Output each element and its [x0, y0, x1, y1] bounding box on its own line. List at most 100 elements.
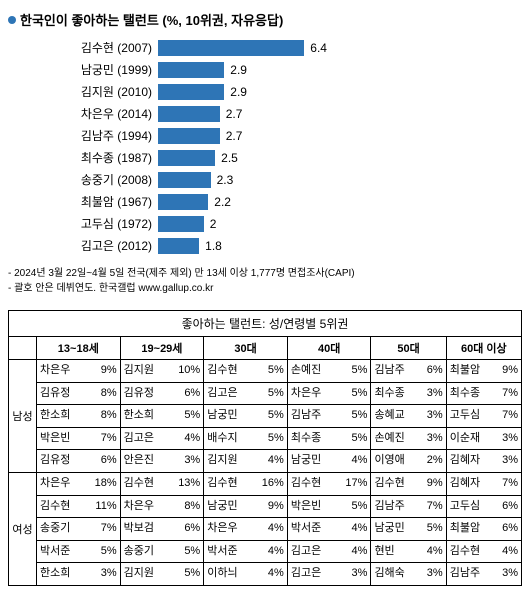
rank-name: 김고은: [291, 565, 321, 583]
rank-name: 김수현: [40, 498, 70, 516]
chart-bar: [158, 172, 211, 188]
rank-pct: 9%: [500, 362, 518, 380]
rank-cell: 박은빈7%: [37, 427, 121, 450]
rank-pct: 9%: [266, 498, 284, 516]
rank-pct: 5%: [266, 407, 284, 425]
rank-cell: 김수현 9%: [371, 472, 446, 495]
rank-pct: 6%: [99, 452, 117, 470]
rank-pct: 5%: [350, 498, 368, 516]
rank-pct: 5%: [425, 520, 443, 538]
rank-pct: 2%: [425, 452, 443, 470]
chart-value: 2.7: [226, 107, 243, 121]
rank-cell: 김고은5%: [204, 382, 288, 405]
rank-name: 김수현: [374, 475, 404, 493]
rank-pct: 5%: [182, 543, 200, 561]
rank-name: 차은우: [124, 498, 154, 516]
rank-pct: 6%: [500, 498, 518, 516]
rank-name: 김혜자: [450, 452, 480, 470]
rank-cell: 최불암 9%: [446, 360, 521, 383]
chart-title-text: 한국인이 좋아하는 탤런트 (%, 10위권, 자유응답): [20, 10, 283, 29]
rank-cell: 손예진5%: [287, 360, 371, 383]
rank-name: 박은빈: [291, 498, 321, 516]
rank-cell: 차은우5%: [287, 382, 371, 405]
chart-row: 차은우 (2014)2.7: [8, 103, 522, 124]
table-title: 좋아하는 탤런트: 성/연령별 5위권: [9, 311, 522, 337]
rank-name: 차은우: [40, 362, 70, 380]
chart-label: 김고은 (2012): [8, 237, 158, 254]
rank-pct: 6%: [425, 362, 443, 380]
rank-cell: 박서준4%: [287, 518, 371, 541]
rank-pct: 10%: [176, 362, 200, 380]
rank-name: 이하늬: [207, 565, 237, 583]
rank-cell: 김수현17%: [287, 472, 371, 495]
chart-label: 고두심 (1972): [8, 215, 158, 232]
age-header: 13~18세: [37, 337, 121, 360]
rank-name: 손예진: [374, 430, 404, 448]
rank-pct: 7%: [425, 498, 443, 516]
rank-cell: 배수지 5%: [204, 427, 288, 450]
rank-pct: 3%: [500, 452, 518, 470]
rank-cell: 김수현 11%: [37, 495, 121, 518]
rank-name: 김지원: [124, 362, 154, 380]
rank-pct: 7%: [500, 407, 518, 425]
rank-name: 최수종: [450, 385, 480, 403]
rank-pct: 4%: [266, 543, 284, 561]
age-header: 50대: [371, 337, 446, 360]
rank-cell: 김유정 6%: [37, 450, 121, 473]
rank-cell: 남궁민9%: [204, 495, 288, 518]
rank-pct: 5%: [350, 385, 368, 403]
rank-pct: 16%: [260, 475, 284, 493]
rank-pct: 4%: [266, 520, 284, 538]
chart-value: 2.7: [226, 129, 243, 143]
rank-pct: 5%: [350, 407, 368, 425]
rank-pct: 7%: [99, 430, 117, 448]
rank-pct: 5%: [266, 430, 284, 448]
chart-bar: [158, 128, 220, 144]
rank-name: 최불암: [450, 362, 480, 380]
chart-value: 1.8: [205, 239, 222, 253]
chart-value: 2.3: [217, 173, 234, 187]
rank-name: 한소희: [40, 565, 70, 583]
chart-label: 김지원 (2010): [8, 83, 158, 100]
rank-cell: 송중기7%: [37, 518, 121, 541]
age-header: 19~29세: [120, 337, 204, 360]
rank-name: 김유정: [40, 385, 70, 403]
rank-pct: 4%: [350, 520, 368, 538]
rank-cell: 김유정6%: [120, 382, 204, 405]
chart-row: 최수종 (1987)2.5: [8, 147, 522, 168]
chart-label: 남궁민 (1999): [8, 61, 158, 78]
chart-value: 6.4: [310, 41, 327, 55]
rank-name: 김남주: [450, 565, 480, 583]
rank-pct: 5%: [182, 407, 200, 425]
rank-name: 최불암: [450, 520, 480, 538]
rank-pct: 8%: [182, 498, 200, 516]
rank-pct: 4%: [425, 543, 443, 561]
rank-cell: 김수현16%: [204, 472, 288, 495]
chart-row: 송중기 (2008)2.3: [8, 169, 522, 190]
chart-label: 김수현 (2007): [8, 39, 158, 56]
chart-bar: [158, 62, 224, 78]
chart-title: 한국인이 좋아하는 탤런트 (%, 10위권, 자유응답): [8, 10, 522, 29]
rank-pct: 4%: [266, 565, 284, 583]
rank-pct: 8%: [99, 407, 117, 425]
rank-pct: 9%: [425, 475, 443, 493]
rank-name: 박서준: [207, 543, 237, 561]
rank-cell: 현빈4%: [371, 540, 446, 563]
rank-pct: 11%: [93, 498, 116, 516]
rank-name: 송중기: [124, 543, 154, 561]
rank-pct: 3%: [425, 385, 443, 403]
rank-cell: 김수현4%: [446, 540, 521, 563]
rank-cell: 김혜자 3%: [446, 450, 521, 473]
rank-pct: 5%: [266, 385, 284, 403]
chart-label: 최수종 (1987): [8, 149, 158, 166]
rank-name: 김유정: [40, 452, 70, 470]
rank-pct: 6%: [500, 520, 518, 538]
chart-label: 최불암 (1967): [8, 193, 158, 210]
rank-cell: 이하늬 4%: [204, 563, 288, 586]
rank-name: 배수지: [207, 430, 237, 448]
rank-pct: 5%: [182, 565, 200, 583]
rank-cell: 김혜자7%: [446, 472, 521, 495]
rank-name: 고두심: [450, 498, 480, 516]
rank-pct: 3%: [350, 565, 368, 583]
rank-name: 김수현: [450, 543, 480, 561]
